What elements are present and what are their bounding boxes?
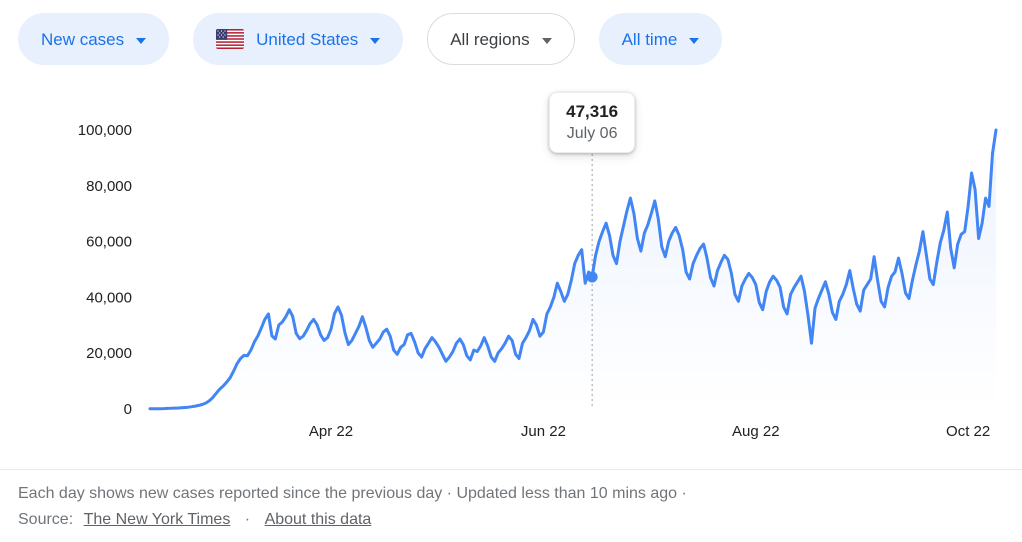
time-filter-chip[interactable]: All time <box>598 13 723 65</box>
country-filter-chip[interactable]: United States <box>193 13 404 65</box>
time-filter-label: All time <box>621 29 678 49</box>
x-axis-label: Aug 22 <box>732 423 780 440</box>
x-axis-label: Jun 22 <box>521 423 566 440</box>
source-link[interactable]: The New York Times <box>83 511 231 528</box>
country-filter-label: United States <box>256 29 359 49</box>
y-axis-label: 80,000 <box>86 178 132 195</box>
chevron-down-icon <box>136 37 147 44</box>
chart-tooltip: 47,316 July 06 <box>549 92 636 153</box>
filter-chips-row: New cases United States <box>0 0 1022 65</box>
footer-source-line: Source: The New York Times · About this … <box>18 507 1004 533</box>
y-axis-label: 100,000 <box>78 122 132 139</box>
metric-filter-chip[interactable]: New cases <box>18 13 170 65</box>
chevron-down-icon <box>689 37 700 44</box>
metric-filter-label: New cases <box>41 29 125 49</box>
area-fill <box>150 130 996 409</box>
about-data-link[interactable]: About this data <box>264 511 372 528</box>
tooltip-value: 47,316 <box>566 102 619 121</box>
x-axis-label: Oct 22 <box>946 423 990 440</box>
chevron-down-icon <box>370 37 381 44</box>
y-axis-label: 20,000 <box>86 345 132 362</box>
source-label: Source: <box>18 511 74 528</box>
cases-line-chart[interactable]: 0 20,000 40,000 60,000 80,000 100,000 Apr 22 Ju… <box>0 84 1022 449</box>
cases-line <box>148 128 998 411</box>
x-axis-label: Apr 22 <box>309 423 353 440</box>
y-axis-label: 0 <box>124 401 132 418</box>
chevron-down-icon <box>541 37 552 44</box>
region-filter-label: All regions <box>450 29 530 49</box>
y-axis-label: 60,000 <box>86 234 132 251</box>
footer-description: Each day shows new cases reported since … <box>18 485 687 502</box>
tooltip-date: July 06 <box>566 125 618 142</box>
region-filter-chip[interactable]: All regions <box>427 13 575 65</box>
footer-separator: · <box>244 511 251 528</box>
highlighted-point <box>586 271 598 283</box>
chart-area[interactable]: 0 20,000 40,000 60,000 80,000 100,000 Apr 22 Ju… <box>0 84 1022 449</box>
y-axis-label: 40,000 <box>86 289 132 306</box>
us-flag-icon <box>216 29 245 49</box>
footer: Each day shows new cases reported since … <box>0 469 1022 533</box>
